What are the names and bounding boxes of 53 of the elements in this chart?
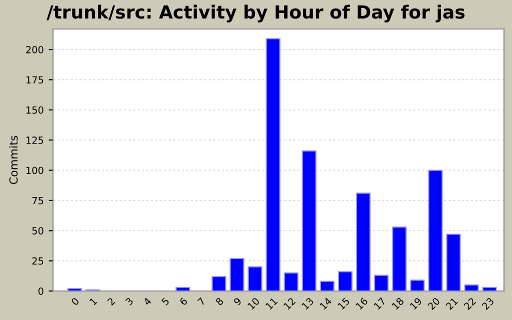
bar bbox=[248, 266, 262, 291]
x-tick-label: 4 bbox=[142, 297, 152, 306]
bar bbox=[266, 38, 280, 291]
bar bbox=[374, 274, 389, 291]
bar bbox=[67, 288, 82, 291]
x-tick-label: 7 bbox=[197, 297, 206, 306]
bar bbox=[212, 276, 226, 291]
x-tick-label: 18 bbox=[391, 297, 404, 310]
chart-title: /trunk/src: Activity by Hour of Day for jas bbox=[46, 4, 465, 22]
x-tick-label: 13 bbox=[301, 297, 314, 310]
x-tick-label: 10 bbox=[247, 297, 260, 310]
x-tick-label: 20 bbox=[427, 297, 440, 310]
bar bbox=[284, 272, 298, 291]
x-tick-label: 2 bbox=[106, 297, 116, 306]
x-tick-label: 15 bbox=[337, 297, 350, 310]
bar bbox=[392, 226, 407, 291]
bar bbox=[302, 150, 316, 291]
x-tick-label: 6 bbox=[179, 297, 188, 306]
y-tick-label: 25 bbox=[32, 257, 44, 265]
x-tick-label: 1 bbox=[89, 297, 98, 306]
bar bbox=[338, 271, 353, 291]
x-tick-label: 11 bbox=[265, 297, 278, 310]
x-tick-label: 12 bbox=[283, 297, 296, 310]
bar bbox=[446, 234, 461, 291]
x-tick-label: 5 bbox=[161, 297, 170, 306]
y-axis-title: Commits bbox=[9, 136, 18, 184]
x-tick-label: 3 bbox=[125, 297, 134, 306]
y-tick-label: 0 bbox=[38, 287, 44, 295]
y-tick-label: 50 bbox=[32, 227, 44, 234]
x-tick-label: 19 bbox=[410, 297, 422, 310]
y-tick-label: 150 bbox=[26, 106, 44, 114]
bar bbox=[410, 280, 425, 291]
x-tick-label: 16 bbox=[355, 297, 368, 310]
x-tick-label: 14 bbox=[319, 297, 332, 310]
bar bbox=[356, 192, 371, 291]
x-tick-label: 22 bbox=[463, 297, 476, 310]
bar bbox=[464, 284, 479, 291]
x-tick-label: 23 bbox=[481, 297, 494, 310]
x-tick-label: 8 bbox=[215, 297, 224, 306]
bar bbox=[230, 258, 244, 291]
x-tick-label: 9 bbox=[233, 297, 242, 306]
x-tick-label: 17 bbox=[374, 297, 386, 310]
bar bbox=[320, 280, 335, 291]
x-tick-label: 0 bbox=[70, 297, 80, 306]
y-tick-label: 200 bbox=[26, 46, 44, 54]
y-tick-label: 175 bbox=[26, 76, 44, 84]
x-tick-label: 21 bbox=[445, 297, 458, 310]
y-tick-label: 125 bbox=[26, 136, 44, 144]
y-tick-label: 75 bbox=[32, 197, 44, 204]
bar bbox=[482, 286, 497, 291]
y-tick-label: 100 bbox=[26, 166, 44, 174]
bar bbox=[428, 170, 443, 291]
bar bbox=[176, 286, 190, 291]
